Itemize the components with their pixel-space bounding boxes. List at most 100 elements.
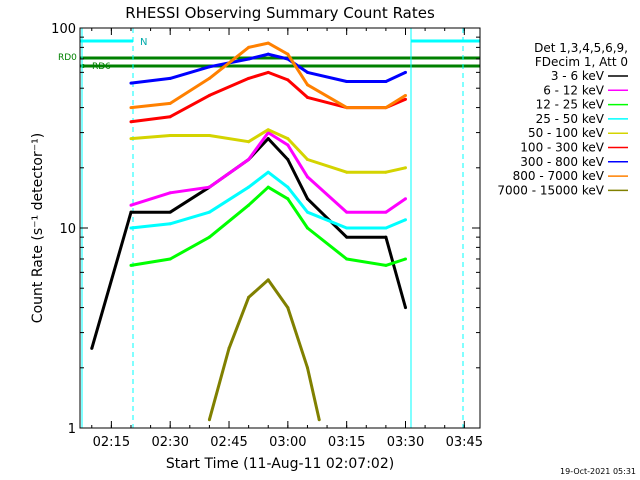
- x-tick-label: 03:00: [269, 435, 306, 450]
- series-8-point: [247, 295, 251, 299]
- series-5-point: [168, 115, 172, 119]
- legend-label: 7000 - 15000 keV: [497, 183, 604, 197]
- series-2-point: [345, 257, 349, 261]
- x-tick-label: 02:45: [210, 435, 247, 450]
- series-4-point: [403, 166, 407, 170]
- series-0-point: [403, 306, 407, 310]
- series-7-point: [286, 52, 290, 56]
- series-1-point: [168, 191, 172, 195]
- series-4-point: [207, 134, 211, 138]
- series-6-point: [207, 65, 211, 69]
- legend-label: 25 - 50 keV: [536, 112, 605, 126]
- series-7-point: [129, 106, 133, 110]
- series-0-point: [90, 346, 94, 350]
- series-4-point: [266, 128, 270, 132]
- x-tick-label: 03:30: [387, 435, 424, 450]
- y-tick-label: 10: [59, 222, 76, 237]
- series-8-point: [207, 418, 211, 422]
- series-0-point: [345, 235, 349, 239]
- series-1-point: [403, 197, 407, 201]
- legend-header-2: FDecim 1, Att 0: [535, 55, 628, 69]
- series-6-point: [129, 81, 133, 85]
- series-6-point: [168, 76, 172, 80]
- series-0-point: [384, 235, 388, 239]
- series-7-point: [403, 93, 407, 97]
- legend-label: 3 - 6 keV: [551, 69, 605, 83]
- series-3-point: [247, 185, 251, 189]
- legend-label: 12 - 25 keV: [536, 98, 605, 112]
- series-1-point: [247, 158, 251, 162]
- series-3-point: [129, 226, 133, 230]
- series-2-point: [305, 226, 309, 230]
- series-4-point: [168, 134, 172, 138]
- series-1-point: [286, 143, 290, 147]
- series-2-point: [266, 185, 270, 189]
- series-2-point: [207, 235, 211, 239]
- series-5-point: [286, 78, 290, 82]
- series-1-point: [129, 203, 133, 207]
- series-0-point: [305, 197, 309, 201]
- series-5-point: [403, 97, 407, 101]
- series-3-point: [207, 210, 211, 214]
- series-2-point: [286, 197, 290, 201]
- series-6-point: [286, 57, 290, 61]
- y-tick-label: 100: [51, 22, 76, 37]
- series-4-point: [247, 140, 251, 144]
- series-0-point: [266, 137, 270, 141]
- series-7-point: [207, 76, 211, 80]
- series-4-point: [384, 170, 388, 174]
- series-5-point: [305, 95, 309, 99]
- series-6-point: [403, 70, 407, 74]
- series-1-point: [207, 185, 211, 189]
- series-line-6: [130, 52, 407, 85]
- series-1-point: [384, 210, 388, 214]
- y-axis-label: Count Rate (s⁻¹ detector⁻¹): [30, 133, 46, 323]
- series-8-point: [305, 366, 309, 370]
- series-2-point: [403, 257, 407, 261]
- series-1-point: [345, 210, 349, 214]
- series-4-point: [129, 137, 133, 141]
- series-line-0: [90, 137, 407, 349]
- flag-label-n: N: [140, 37, 147, 48]
- series-3-point: [305, 210, 309, 214]
- series-6-point: [384, 80, 388, 84]
- series-2-point: [129, 263, 133, 267]
- series-3-point: [384, 226, 388, 230]
- series-line-2: [130, 185, 406, 267]
- series-3-point: [403, 218, 407, 222]
- series-6-point: [345, 80, 349, 84]
- chart-title: RHESSI Observing Summary Count Rates: [125, 4, 435, 22]
- series-7-point: [305, 83, 309, 87]
- x-axis-label: Start Time (11-Aug-11 02:07:02): [166, 456, 394, 472]
- series-2-point: [384, 263, 388, 267]
- series-3-point: [266, 170, 270, 174]
- flag-label-rd0: RD0: [58, 53, 77, 63]
- series-4-point: [345, 170, 349, 174]
- legend-label: 300 - 800 keV: [520, 155, 604, 169]
- series-7-point: [384, 106, 388, 110]
- series-0-point: [168, 210, 172, 214]
- x-tick-label: 02:30: [151, 435, 188, 450]
- series-1-point: [305, 175, 309, 179]
- series-3-point: [168, 222, 172, 226]
- series-2-point: [247, 203, 251, 207]
- series-7-point: [266, 41, 270, 45]
- series-6-point: [247, 57, 251, 61]
- series-line-3: [130, 170, 407, 230]
- series-5-point: [207, 93, 211, 97]
- series-7-point: [247, 45, 251, 49]
- legend-header-1: Det 1,3,4,5,6,9,: [534, 41, 628, 55]
- series-0-point: [286, 158, 290, 162]
- series-8-point: [286, 306, 290, 310]
- series-line-5: [130, 70, 407, 124]
- series-4-point: [305, 158, 309, 162]
- series-line-1: [130, 131, 407, 214]
- series-line-7: [130, 41, 407, 110]
- series-3-point: [286, 185, 290, 189]
- series-5-point: [266, 70, 270, 74]
- x-tick-label: 03:15: [328, 435, 365, 450]
- timestamp: 19-Oct-2021 05:31: [560, 467, 636, 476]
- x-tick-label: 02:15: [93, 435, 130, 450]
- series-0-point: [129, 210, 133, 214]
- legend-label: 800 - 7000 keV: [513, 169, 605, 183]
